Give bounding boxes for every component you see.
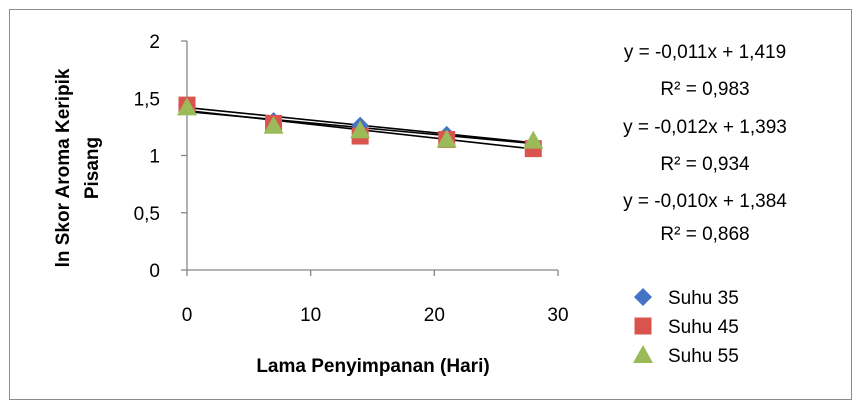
axes (181, 40, 559, 276)
trendline-equation: y = -0,011x + 1,419 (624, 42, 786, 63)
data-points (177, 96, 544, 158)
data-point (263, 115, 284, 134)
legend-marker (633, 345, 653, 363)
y-axis-title-line-1: ln Skor Aroma Keripik (53, 68, 74, 267)
y-axis-title-line-2: Pisang (82, 137, 103, 199)
legend-marker (634, 288, 652, 306)
data-point (436, 129, 457, 148)
y-tick-label: 1 (149, 147, 160, 168)
x-tick-label: 20 (424, 305, 445, 326)
trendline-equation: y = -0,010x + 1,384 (623, 191, 787, 212)
data-point (523, 130, 544, 149)
x-tick-label: 10 (300, 305, 321, 326)
tick-labels: 00,511,520 10 20 30 (134, 32, 569, 326)
r-squared-label: R² = 0,868 (660, 224, 749, 245)
chart-frame (9, 9, 852, 400)
data-point (177, 97, 197, 116)
legend-label: Suhu 45 (668, 317, 739, 338)
x-tick-label: 0 (182, 305, 193, 326)
trendline-equations: y = -0,011x + 1,419 R² = 0,983 y = -0,012x… (623, 42, 787, 245)
r-squared-label: R² = 0,983 (660, 79, 749, 100)
x-tick-label: 30 (547, 305, 568, 326)
x-axis-title: Lama Penyimpanan (Hari) (256, 356, 489, 377)
legend-marker (634, 317, 652, 335)
y-tick-label: 0,5 (134, 204, 160, 225)
r-squared-label: R² = 0,934 (660, 154, 750, 175)
y-tick-label: 2 (149, 32, 160, 53)
trendline-equation: y = -0,012x + 1,393 (623, 117, 787, 138)
data-point (350, 120, 371, 139)
legend-label: Suhu 55 (668, 346, 739, 367)
legend: Suhu 35 Suhu 45 Suhu 55 (633, 288, 739, 367)
legend-label: Suhu 35 (668, 288, 739, 309)
y-tick-label: 0 (149, 261, 160, 282)
y-tick-label: 1,5 (134, 89, 160, 110)
